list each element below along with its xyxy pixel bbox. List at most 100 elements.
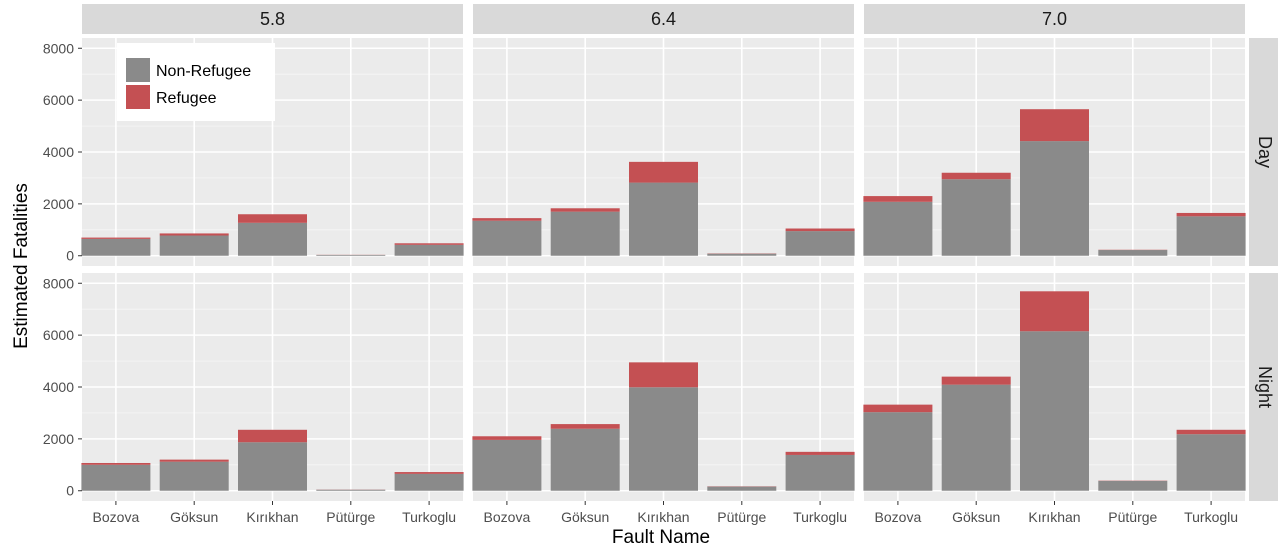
y-tick-label: 6000 [43, 327, 74, 343]
bar-refugee-turkoglu [394, 243, 464, 245]
strip-label-night: Night [1255, 366, 1275, 408]
panels [81, 38, 1246, 501]
strip-background [82, 4, 463, 34]
x-tick-label: Turkoglu [793, 509, 847, 525]
bar-non-refugee-pütürge [316, 489, 386, 491]
x-tick-label: Bozova [875, 509, 922, 525]
bar-non-refugee-turkoglu [1176, 216, 1246, 256]
bar-non-refugee-bozova [472, 220, 542, 256]
bar-non-refugee-kırıkhan [238, 222, 307, 256]
bar-refugee-göksun [941, 172, 1011, 180]
bar-refugee-göksun [159, 233, 229, 236]
bar-non-refugee-turkoglu [394, 473, 464, 491]
y-axis: 0 2000 4000 6000 8000 0 2000 4000 6000 8000 [43, 40, 82, 499]
bar-refugee-turkoglu [1176, 429, 1246, 435]
x-tick-label: Göksun [561, 509, 609, 525]
x-tick-label: Göksun [952, 509, 1000, 525]
legend-label-non-refugee: Non-Refugee [156, 63, 251, 80]
panel-6.4-night [472, 273, 855, 501]
bar-non-refugee-göksun [941, 384, 1011, 491]
panel-7.0-night [863, 273, 1246, 501]
bar-refugee-bozova [472, 218, 542, 221]
bar-non-refugee-bozova [863, 412, 933, 491]
bar-non-refugee-kırıkhan [629, 182, 698, 256]
panel-7.0-day [863, 38, 1246, 266]
strip-background [1249, 38, 1278, 266]
bar-non-refugee-pütürge [316, 254, 386, 256]
bar-non-refugee-göksun [550, 211, 620, 256]
strip-background [864, 4, 1245, 34]
strip-label-6.4: 6.4 [651, 9, 676, 29]
bar-refugee-kırıkhan [1020, 109, 1089, 142]
y-tick-label: 4000 [43, 144, 74, 160]
bar-non-refugee-bozova [863, 201, 933, 256]
bar-refugee-bozova [863, 404, 933, 413]
strip-label-5.8: 5.8 [260, 9, 285, 29]
y-tick-label: 4000 [43, 379, 74, 395]
bar-non-refugee-pütürge [707, 253, 777, 256]
bar-refugee-göksun [159, 459, 229, 462]
bar-refugee-göksun [941, 376, 1011, 385]
bar-non-refugee-turkoglu [394, 244, 464, 256]
y-tick-label: 0 [66, 483, 74, 499]
strip-background [1249, 273, 1278, 501]
x-axis-title: Fault Name [612, 527, 710, 548]
y-tick-label: 6000 [43, 92, 74, 108]
bar-refugee-kırıkhan [238, 429, 307, 443]
y-tick-label: 2000 [43, 431, 74, 447]
bar-non-refugee-kırıkhan [238, 442, 307, 491]
x-tick-label: Turkoglu [402, 509, 456, 525]
x-tick-label: Pütürge [1108, 509, 1157, 525]
bar-non-refugee-göksun [159, 461, 229, 491]
bar-non-refugee-göksun [550, 428, 620, 491]
x-tick-label: Turkoglu [1184, 509, 1238, 525]
legend: Non-Refugee Refugee [117, 43, 275, 121]
bar-non-refugee-pütürge [1098, 250, 1168, 256]
y-tick-label: 0 [66, 248, 74, 264]
bar-non-refugee-turkoglu [785, 454, 855, 491]
bar-refugee-kırıkhan [238, 214, 307, 223]
strip-label-7.0: 7.0 [1042, 9, 1067, 29]
bar-refugee-bozova [472, 436, 542, 440]
bar-refugee-kırıkhan [629, 161, 698, 183]
x-tick-label: Göksun [170, 509, 218, 525]
bar-non-refugee-pütürge [707, 486, 777, 491]
y-tick-label: 2000 [43, 196, 74, 212]
bar-refugee-bozova [81, 237, 151, 239]
x-tick-label: Bozova [93, 509, 140, 525]
bar-refugee-turkoglu [1176, 212, 1246, 217]
x-tick-label: Bozova [484, 509, 531, 525]
bar-non-refugee-kırıkhan [629, 387, 698, 491]
bar-refugee-bozova [81, 462, 151, 465]
bar-refugee-göksun [550, 208, 620, 212]
facet-strips: 5.8 6.4 7.0 Day Night [82, 4, 1278, 501]
legend-key-refugee [126, 85, 150, 109]
bar-non-refugee-kırıkhan [1020, 331, 1089, 491]
y-axis-title: Estimated Fatalities [11, 183, 32, 349]
bar-refugee-kırıkhan [1020, 291, 1089, 332]
x-tick-label: Kırıkhan [246, 509, 298, 525]
legend-key-non-refugee [126, 58, 150, 82]
legend-label-refugee: Refugee [156, 90, 217, 107]
strip-label-day: Day [1255, 136, 1275, 168]
strip-background [473, 4, 854, 34]
bar-non-refugee-bozova [472, 439, 542, 491]
bar-non-refugee-göksun [941, 179, 1011, 256]
bar-non-refugee-pütürge [1098, 480, 1168, 491]
bar-non-refugee-göksun [159, 235, 229, 256]
x-tick-label: Pütürge [326, 509, 375, 525]
bar-refugee-göksun [550, 424, 620, 429]
x-tick-label: Pütürge [717, 509, 766, 525]
x-tick-label: Kırıkhan [637, 509, 689, 525]
bar-non-refugee-bozova [81, 238, 151, 256]
x-axis: Bozova Göksun Kırıkhan Pütürge Turkoglu Bozov… [93, 501, 1238, 525]
bar-refugee-bozova [863, 196, 933, 202]
y-tick-label: 8000 [43, 275, 74, 291]
bar-non-refugee-kırıkhan [1020, 141, 1089, 256]
bar-refugee-kırıkhan [629, 362, 698, 388]
x-tick-label: Kırıkhan [1028, 509, 1080, 525]
panel-6.4-day [472, 38, 855, 266]
bar-non-refugee-turkoglu [785, 231, 855, 256]
bar-refugee-turkoglu [394, 472, 464, 474]
